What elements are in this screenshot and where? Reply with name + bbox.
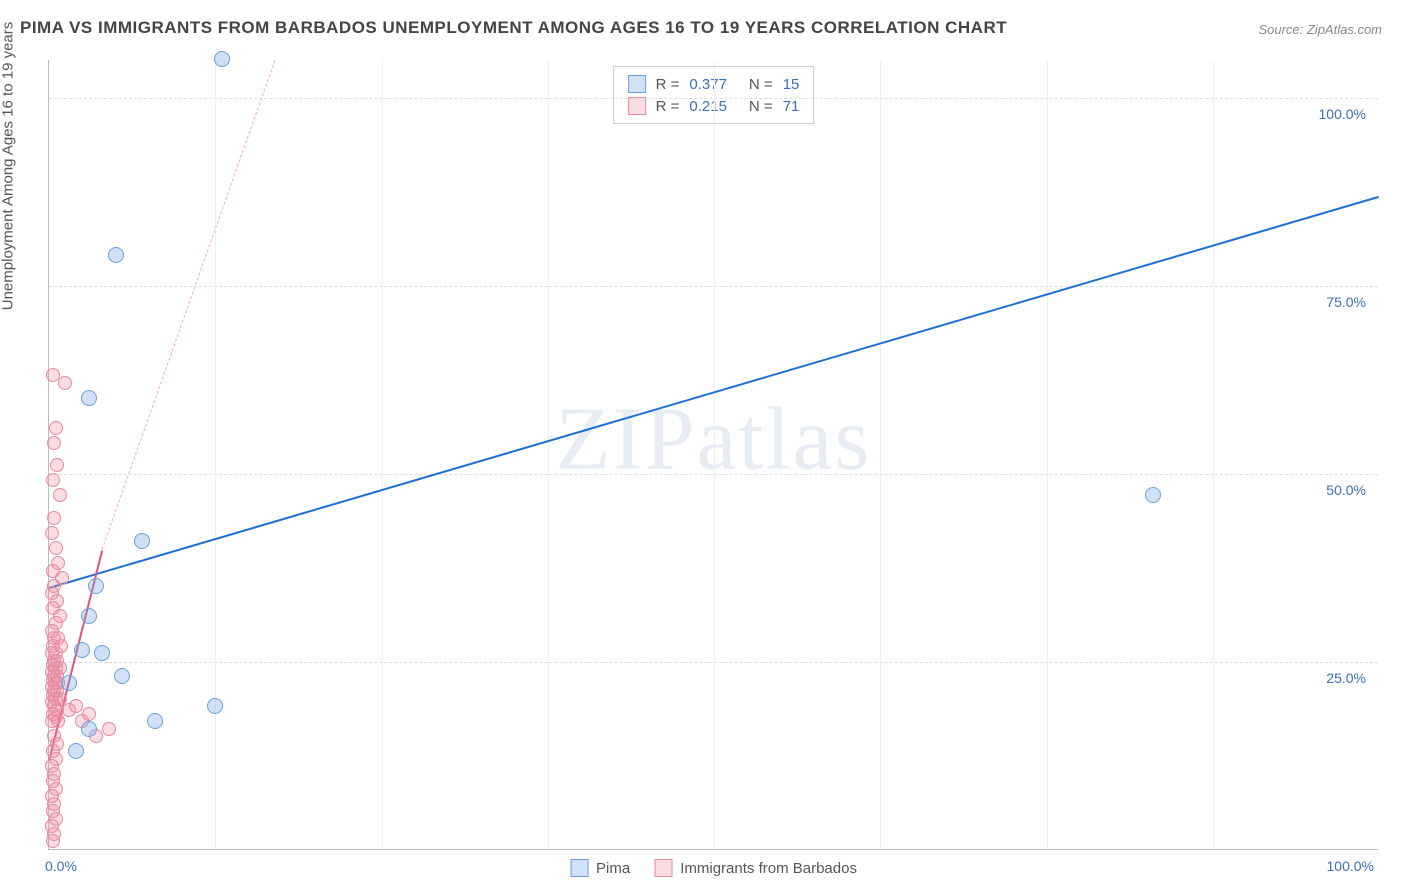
data-point <box>50 458 64 472</box>
data-point <box>68 743 84 759</box>
series-legend: Pima Immigrants from Barbados <box>570 859 857 877</box>
gridline-v <box>215 60 216 849</box>
chart-title: PIMA VS IMMIGRANTS FROM BARBADOS UNEMPLO… <box>20 18 1007 38</box>
data-point <box>49 421 63 435</box>
data-point <box>82 707 96 721</box>
data-point <box>46 834 60 848</box>
legend-item-pima: Pima <box>570 859 630 877</box>
data-point <box>61 675 77 691</box>
data-point <box>134 533 150 549</box>
data-point <box>81 608 97 624</box>
swatch-pink-icon <box>654 859 672 877</box>
data-point <box>46 473 60 487</box>
r-value-barbados: 0.215 <box>689 98 727 115</box>
data-point <box>69 699 83 713</box>
data-point <box>102 722 116 736</box>
data-point <box>81 390 97 406</box>
y-tick-label: 100.0% <box>1319 106 1366 122</box>
trend-line <box>102 60 276 549</box>
swatch-blue-icon <box>628 75 646 93</box>
data-point <box>214 51 230 67</box>
data-point <box>108 247 124 263</box>
gridline-v <box>548 60 549 849</box>
gridline-v <box>1213 60 1214 849</box>
plot-area: ZIPatlas R = 0.377 N = 15 R = 0.215 N = … <box>48 60 1378 850</box>
gridline-v <box>1047 60 1048 849</box>
y-tick-label: 75.0% <box>1326 294 1366 310</box>
n-label: N = <box>749 76 773 93</box>
n-label: N = <box>749 98 773 115</box>
n-value-barbados: 71 <box>783 98 800 115</box>
data-point <box>207 698 223 714</box>
data-point <box>51 714 65 728</box>
swatch-blue-icon <box>570 859 588 877</box>
source-label: Source: ZipAtlas.com <box>1258 22 1382 37</box>
data-point <box>45 526 59 540</box>
r-value-pima: 0.377 <box>689 76 727 93</box>
data-point <box>114 668 130 684</box>
r-label: R = <box>656 98 680 115</box>
data-point <box>81 721 97 737</box>
swatch-pink-icon <box>628 97 646 115</box>
legend-label: Immigrants from Barbados <box>680 860 857 877</box>
gridline-v <box>714 60 715 849</box>
data-point <box>47 436 61 450</box>
data-point <box>53 488 67 502</box>
data-point <box>147 713 163 729</box>
legend-label: Pima <box>596 860 630 877</box>
data-point <box>1145 487 1161 503</box>
y-tick-label: 50.0% <box>1326 482 1366 498</box>
gridline-v <box>880 60 881 849</box>
data-point <box>49 541 63 555</box>
x-tick-label: 100.0% <box>1327 858 1374 874</box>
data-point <box>94 645 110 661</box>
gridline-v <box>382 60 383 849</box>
n-value-pima: 15 <box>783 76 800 93</box>
x-tick-label: 0.0% <box>45 858 77 874</box>
y-axis-label: Unemployment Among Ages 16 to 19 years <box>0 22 17 311</box>
data-point <box>58 376 72 390</box>
data-point <box>47 511 61 525</box>
data-point <box>74 642 90 658</box>
r-label: R = <box>656 76 680 93</box>
legend-item-barbados: Immigrants from Barbados <box>654 859 857 877</box>
y-tick-label: 25.0% <box>1326 670 1366 686</box>
data-point <box>88 578 104 594</box>
